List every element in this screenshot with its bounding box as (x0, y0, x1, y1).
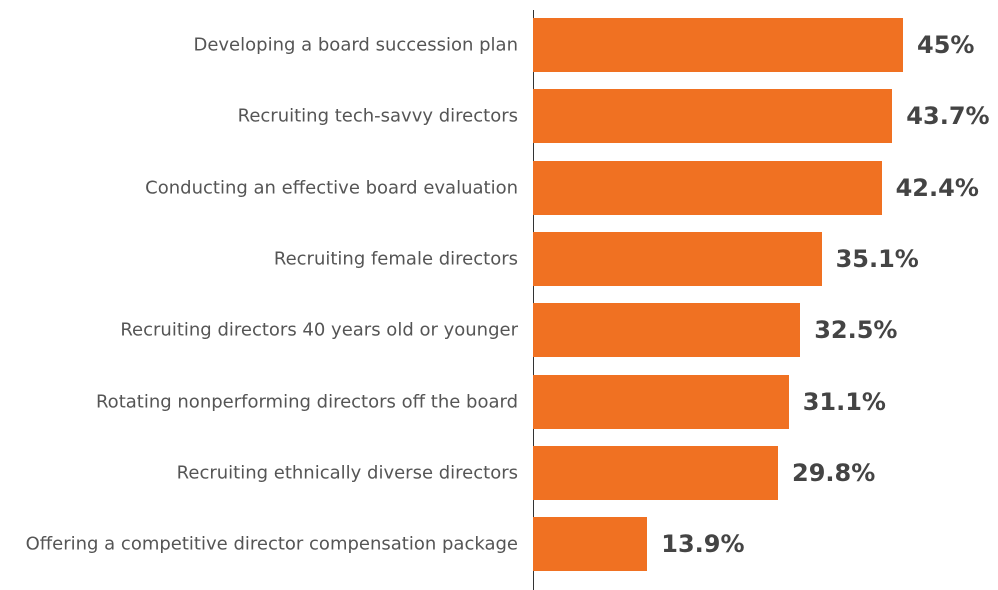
category-label: Conducting an effective board evaluation (145, 177, 518, 199)
bar (533, 160, 882, 215)
category-label: Recruiting tech-savvy directors (237, 105, 518, 127)
category-label: Recruiting directors 40 years old or you… (120, 319, 518, 341)
category-label: Offering a competitive director compensa… (25, 533, 518, 555)
value-label: 29.8% (792, 458, 876, 487)
bar (533, 445, 779, 500)
value-label: 13.9% (661, 530, 745, 559)
value-label: 45% (917, 31, 975, 59)
value-label: 35.1% (835, 244, 919, 273)
value-label: 31.1% (802, 387, 886, 416)
category-label: Recruiting ethnically diverse directors (176, 462, 518, 484)
value-label: 32.5% (814, 316, 898, 345)
axis-line (533, 10, 534, 590)
bar (533, 374, 789, 429)
bar (533, 517, 648, 572)
bar (533, 303, 801, 358)
category-label: Rotating nonperforming directors off the… (95, 391, 518, 412)
bar (533, 231, 822, 286)
value-label: 43.7% (906, 102, 990, 131)
value-label: 42.4% (895, 173, 979, 202)
category-label: Developing a board succession plan (193, 34, 518, 56)
bar (533, 89, 893, 144)
bar (533, 18, 903, 72)
category-label: Recruiting female directors (273, 248, 518, 270)
